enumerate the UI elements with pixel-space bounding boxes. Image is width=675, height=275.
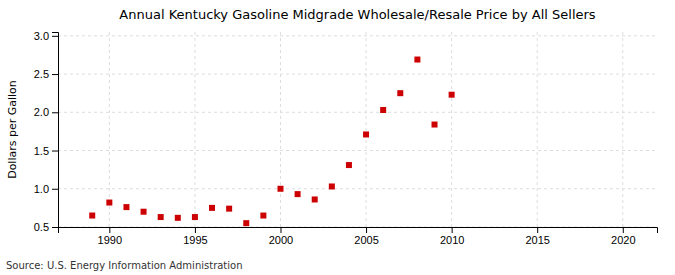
- point: [432, 122, 438, 128]
- tick-mark: [366, 227, 367, 233]
- tick: 1995: [183, 227, 207, 246]
- tick: 2020: [611, 227, 635, 246]
- tick-mark: [52, 36, 58, 37]
- grid-line: [109, 32, 110, 227]
- point: [192, 214, 198, 220]
- tick-mark: [52, 227, 58, 228]
- point: [141, 209, 147, 215]
- tick: 2005: [354, 227, 378, 246]
- point: [329, 183, 335, 189]
- plot-area: 1990 1995 2000 2005 2010 2015 2020 0.5 1.0 1.5 2.0…: [34, 30, 658, 246]
- source-note: Source: U.S. Energy Information Administ…: [6, 260, 243, 271]
- point: [158, 214, 164, 220]
- tick-mark: [280, 227, 281, 233]
- point: [209, 205, 215, 211]
- tick: 2010: [440, 227, 464, 246]
- x-axis: 1990 1995 2000 2005 2010 2015 2020: [59, 227, 658, 246]
- point: [175, 215, 181, 221]
- tick-label: 2.5: [34, 68, 49, 80]
- axis-line: [59, 228, 658, 234]
- tick-label: 2020: [611, 234, 635, 246]
- tick-label: 1.5: [34, 145, 49, 157]
- axis-line: [52, 33, 59, 228]
- point: [312, 196, 318, 202]
- point: [414, 57, 420, 63]
- tick-mark: [52, 74, 58, 75]
- y-axis: 0.5 1.0 1.5 2.0 2.5 3.0: [34, 30, 59, 233]
- point: [346, 162, 352, 168]
- tick-label: 2010: [440, 234, 464, 246]
- point: [243, 220, 249, 226]
- grid-line: [280, 32, 281, 227]
- point: [260, 213, 266, 219]
- tick: 2000: [269, 227, 293, 246]
- tick-mark: [623, 227, 624, 233]
- tick: 1.5: [34, 145, 58, 157]
- tick: 1.0: [34, 183, 58, 195]
- point: [277, 186, 283, 192]
- grid-line: [622, 32, 623, 227]
- point: [89, 213, 95, 219]
- tick-label: 3.0: [34, 30, 49, 42]
- tick-mark: [52, 151, 58, 152]
- point: [380, 107, 386, 113]
- point: [295, 191, 301, 197]
- tick-mark: [537, 227, 538, 233]
- tick: 2.5: [34, 68, 58, 80]
- point: [106, 200, 112, 206]
- chart: 1990 1995 2000 2005 2010 2015 2020 0.5 1.0 1.5 2.0…: [0, 0, 675, 275]
- tick-mark: [195, 227, 196, 233]
- point: [226, 206, 232, 212]
- grid-line: [58, 35, 657, 36]
- tick-label: 1.0: [34, 183, 49, 195]
- grid-line: [194, 32, 195, 227]
- grid-line: [366, 32, 367, 227]
- title: Annual Kentucky Gasoline Midgrade Wholes…: [119, 7, 595, 22]
- tick-mark: [52, 189, 58, 190]
- point: [363, 131, 369, 137]
- tick-mark: [109, 227, 110, 233]
- grid: [58, 32, 657, 227]
- tick-label: 0.5: [34, 221, 49, 233]
- grid-line: [58, 188, 657, 189]
- tick-label: 2015: [525, 234, 549, 246]
- tick-label: 2005: [354, 234, 378, 246]
- point: [397, 90, 403, 96]
- tick-label: 1990: [98, 234, 122, 246]
- y-axis-title: Dollars per Gallon: [6, 80, 19, 179]
- tick: 2015: [525, 227, 549, 246]
- tick-label: 2000: [269, 234, 293, 246]
- tick-label: 2.0: [34, 106, 49, 118]
- tick: 3.0: [34, 30, 58, 42]
- grid-line: [58, 74, 657, 75]
- grid-line: [58, 112, 657, 113]
- point: [123, 204, 129, 210]
- points: [89, 57, 454, 227]
- point: [449, 92, 455, 98]
- tick-mark: [52, 112, 58, 113]
- tick: 0.5: [34, 221, 58, 233]
- grid-line: [537, 32, 538, 227]
- tick-label: 1995: [183, 234, 207, 246]
- tick-mark: [452, 227, 453, 233]
- tick: 2.0: [34, 106, 58, 118]
- grid-line: [58, 150, 657, 151]
- tick: 1990: [98, 227, 122, 246]
- grid-line: [451, 32, 452, 227]
